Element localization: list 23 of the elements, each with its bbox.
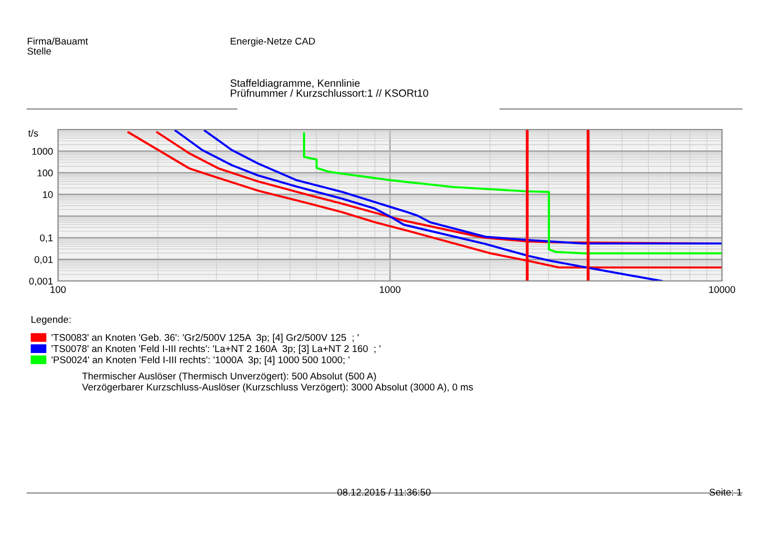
x-tick-label: 100 [50, 286, 66, 293]
x-tick-label: 1000 [380, 286, 400, 293]
y-tick-label: 100 [38, 170, 53, 176]
y-tick-label: 0,01 [34, 256, 53, 264]
text: Energie-Netze CAD [230, 37, 315, 47]
text: Stelle [27, 47, 51, 55]
y-tick-label: 10 [43, 191, 53, 198]
text: Verzögerbarer Kurzschluss-Auslöser (Kurzschluss Verzögert): 3000 Absolut (3000 A), 0 ms [82, 383, 473, 392]
chart-subtitle: Prüfnummer / Kurzschlussort:1 // KSORt10 [230, 89, 428, 97]
legend-label: 'PS0024' an Knoten 'Feld I-III rechts': '1000A 3p; [4] 1000 500 1000; ' [52, 356, 350, 366]
y-tick-label: 0,1 [40, 234, 53, 242]
text: Firma/Bauamt [28, 37, 88, 45]
chart-title: Staffeldiagramme, Kennlinie [230, 79, 360, 89]
legend-label: 'TS0078' an Knoten 'Feld I-III rechts': 'La+NT 2 160A 3p; [3] La+NT 2 160 ; ' [52, 344, 380, 354]
y-axis-title: t/s [28, 130, 38, 137]
text: 08.12.2015 / 11:36:50 [337, 488, 431, 496]
y-tick-label: 1000 [32, 148, 53, 155]
text: Seite: 1 [709, 488, 742, 496]
x-tick-label: 10000 [709, 286, 736, 293]
legend-label: 'TS0083' an Knoten 'Geb. 36': 'Gr2/500V 125A 3p; [4] Gr2/500V 125 ; ' [52, 334, 359, 343]
text: Thermischer Auslöser (Thermisch Unverzögert): 500 Absolut (500 A) [82, 372, 376, 382]
legend-title: Legende: [32, 316, 70, 325]
y-tick-label: 0,001 [29, 278, 53, 286]
